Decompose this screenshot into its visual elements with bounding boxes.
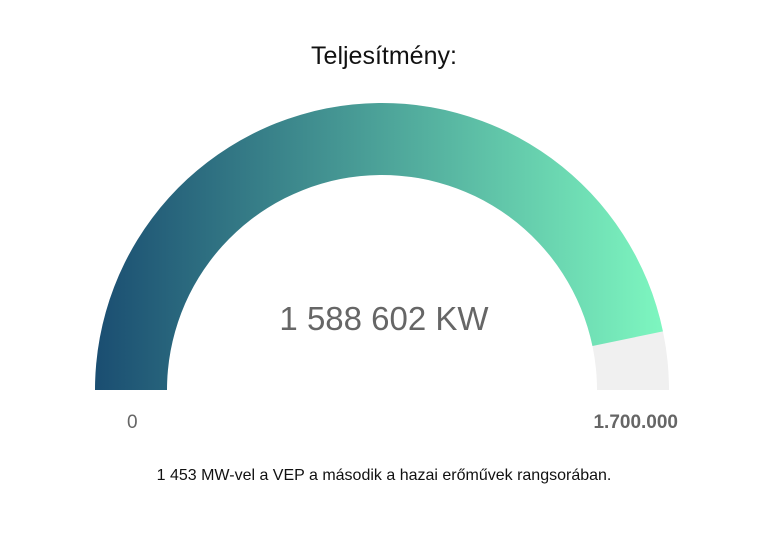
gauge-value-label: 1 588 602 KW	[279, 300, 489, 337]
gauge-fill	[94, 102, 663, 390]
gauge-max-label: 1.700.000	[593, 412, 678, 433]
gauge-min-label: 0	[127, 412, 138, 433]
caption: 1 453 MW-vel a VEP a második a hazai erő…	[156, 467, 612, 484]
chart-title: Teljesítmény:	[311, 42, 457, 70]
